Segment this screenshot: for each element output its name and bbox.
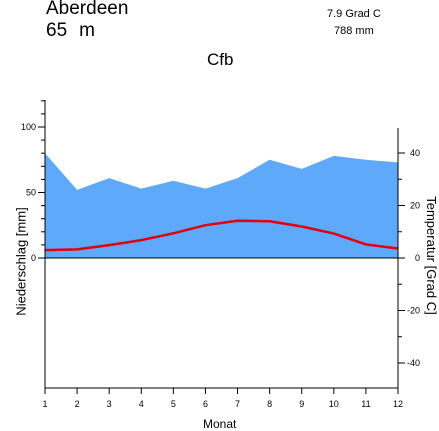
elevation-value: 65 bbox=[46, 20, 68, 41]
month-tick-label: 1 bbox=[42, 399, 47, 409]
y-axis-label-right: Temperatur [Grad C] bbox=[423, 196, 439, 315]
month-tick-label: 5 bbox=[171, 399, 176, 409]
mean-temperature: 7.9 Grad C bbox=[327, 8, 381, 20]
month-tick-label: 10 bbox=[329, 399, 339, 409]
station-name: Aberdeen bbox=[46, 0, 129, 19]
precip-tick-label: 50 bbox=[26, 188, 36, 198]
temp-tick-label: 0 bbox=[415, 253, 420, 263]
koppen-class: Cfb bbox=[207, 50, 234, 69]
month-tick-label: 9 bbox=[299, 399, 304, 409]
month-tick-label: 8 bbox=[267, 399, 272, 409]
temperature-line bbox=[44, 219, 399, 252]
elevation: 65 m bbox=[46, 20, 95, 42]
month-tick-label: 2 bbox=[75, 399, 80, 409]
annual-precipitation: 788 mm bbox=[334, 25, 374, 37]
temp-tick-label: -20 bbox=[407, 306, 420, 316]
month-tick-label: 7 bbox=[235, 399, 240, 409]
elevation-unit: m bbox=[79, 20, 95, 41]
temp-tick-label: 40 bbox=[410, 148, 420, 158]
x-axis-label: Monat bbox=[203, 417, 237, 431]
month-tick-label: 4 bbox=[139, 399, 144, 409]
precip-tick-label: 0 bbox=[31, 253, 36, 263]
temp-tick-label: 20 bbox=[410, 201, 420, 211]
precipitation-area bbox=[45, 153, 398, 258]
temp-tick-label: -40 bbox=[407, 358, 420, 368]
month-tick-label: 12 bbox=[393, 399, 403, 409]
month-tick-label: 6 bbox=[203, 399, 208, 409]
month-tick-label: 3 bbox=[107, 399, 112, 409]
month-tick-label: 11 bbox=[361, 399, 370, 409]
y-axis-label-left: Niederschlag [mm] bbox=[13, 207, 29, 316]
precip-tick-label: 100 bbox=[21, 122, 36, 132]
